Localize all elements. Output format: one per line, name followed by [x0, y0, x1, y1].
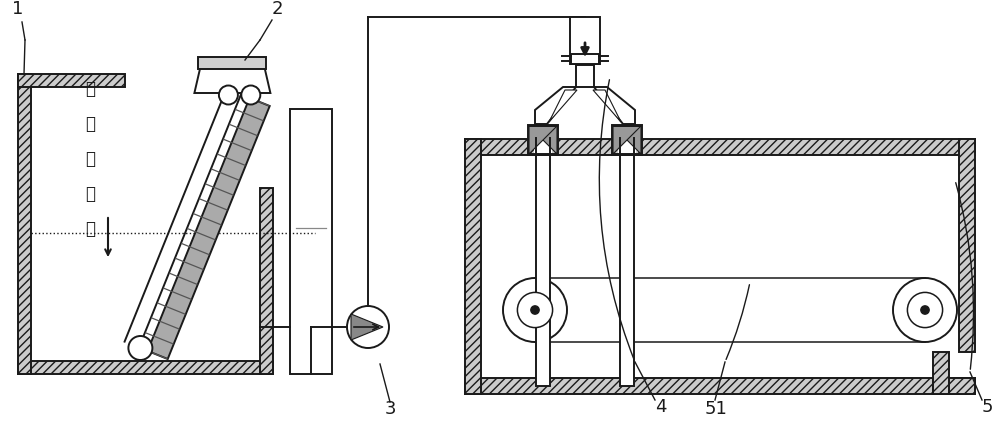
Circle shape: [921, 306, 929, 314]
Bar: [576, 65, 594, 87]
Circle shape: [347, 306, 389, 348]
Polygon shape: [148, 98, 270, 359]
Bar: [18, 74, 31, 374]
Polygon shape: [549, 90, 577, 122]
Text: 高: 高: [85, 80, 95, 98]
Bar: [290, 109, 332, 374]
Bar: [18, 74, 125, 87]
Bar: [198, 57, 266, 69]
Text: 51: 51: [705, 400, 728, 418]
Circle shape: [128, 336, 152, 360]
Bar: [528, 125, 558, 155]
Polygon shape: [613, 126, 641, 154]
Bar: [620, 155, 634, 386]
Bar: [260, 188, 273, 374]
FancyArrowPatch shape: [956, 183, 974, 369]
Text: 2: 2: [272, 0, 284, 18]
Bar: [534, 137, 552, 155]
Text: 油: 油: [85, 185, 95, 203]
Circle shape: [219, 86, 238, 105]
FancyArrowPatch shape: [726, 285, 749, 360]
Polygon shape: [613, 126, 641, 154]
Circle shape: [517, 292, 553, 327]
Bar: [481, 155, 959, 378]
Text: 4: 4: [655, 398, 666, 416]
Bar: [959, 139, 975, 352]
Bar: [536, 155, 550, 386]
Circle shape: [503, 278, 567, 342]
Polygon shape: [194, 67, 270, 93]
Bar: [933, 378, 975, 394]
Polygon shape: [529, 126, 557, 154]
Polygon shape: [593, 90, 621, 122]
Polygon shape: [529, 126, 557, 154]
Text: 泥: 泥: [85, 220, 95, 238]
Text: 1: 1: [12, 0, 23, 18]
Polygon shape: [351, 314, 383, 340]
Circle shape: [907, 292, 943, 327]
FancyArrowPatch shape: [599, 80, 634, 360]
Bar: [465, 139, 975, 155]
Bar: [31, 74, 260, 361]
Text: 含: 含: [85, 115, 95, 133]
Bar: [570, 17, 600, 64]
Bar: [465, 139, 481, 394]
Polygon shape: [594, 87, 635, 124]
Text: 5: 5: [982, 398, 994, 416]
Polygon shape: [535, 87, 576, 124]
Bar: [571, 54, 599, 64]
Bar: [612, 125, 642, 155]
Circle shape: [241, 86, 260, 105]
Bar: [465, 378, 975, 394]
Bar: [618, 137, 636, 155]
Text: 3: 3: [385, 400, 396, 418]
Bar: [933, 352, 949, 394]
Circle shape: [531, 306, 539, 314]
Text: 液: 液: [85, 150, 95, 168]
Circle shape: [893, 278, 957, 342]
Bar: [18, 361, 273, 374]
